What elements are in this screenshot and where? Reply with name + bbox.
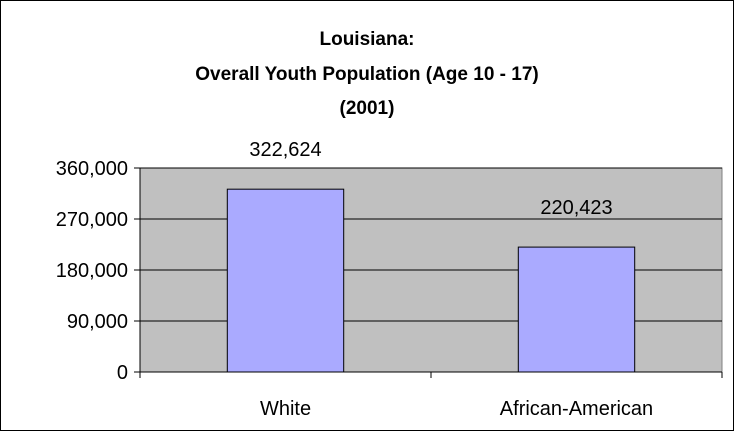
bar-african-american [517, 246, 636, 373]
chart-title-line-3: (2001) [340, 98, 395, 119]
bar-white [226, 188, 345, 373]
y-axis-ticks: 0 90,000 180,000 270,000 360,000 [56, 158, 140, 384]
data-labels: 322,624 220,423 [249, 139, 612, 219]
y-tick-label: 360,000 [56, 158, 128, 180]
data-label: 322,624 [249, 139, 321, 161]
x-tick-label: African-American [500, 398, 653, 420]
y-tick-label: 270,000 [56, 209, 128, 231]
x-tick-label: White [260, 398, 311, 420]
y-tick-label: 90,000 [67, 311, 128, 333]
x-axis-ticks: White African-American [260, 398, 653, 420]
bars [226, 188, 636, 373]
chart-title-line-1: Louisiana: [319, 29, 414, 50]
chart-title-line-2: Overall Youth Population (Age 10 - 17) [195, 64, 538, 85]
y-tick-label: 180,000 [56, 260, 128, 282]
y-tick-label: 0 [117, 362, 128, 384]
chart-title: Louisiana: Overall Youth Population (Age… [195, 29, 538, 119]
data-label: 220,423 [540, 197, 612, 219]
